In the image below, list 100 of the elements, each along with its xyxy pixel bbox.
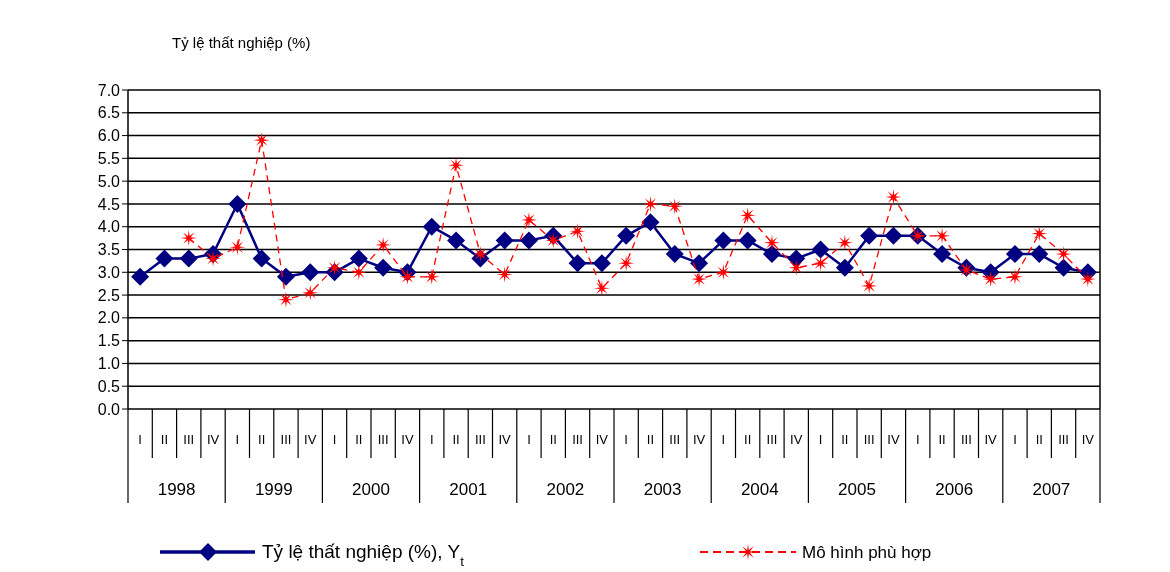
point — [666, 198, 683, 215]
x-tick-label: II — [744, 432, 752, 447]
point — [592, 254, 611, 273]
x-tick-label: I — [235, 432, 240, 447]
x-tick-label: III — [766, 432, 778, 447]
point — [447, 231, 466, 250]
x-tick-label: I — [527, 432, 531, 447]
point — [302, 284, 319, 301]
point — [422, 217, 441, 236]
x-tick-label: II — [355, 432, 363, 447]
x-tick-label: II — [646, 432, 655, 447]
x-tick-label: III — [863, 432, 875, 447]
y-tick-label: 0.5 — [97, 377, 121, 395]
point — [617, 226, 636, 245]
y-tick-label: 4.5 — [97, 195, 121, 213]
x-tick-label: IV — [304, 432, 317, 447]
x-tick-label: III — [474, 432, 486, 447]
x-tick-label: IV — [692, 432, 706, 447]
point — [545, 232, 562, 249]
point — [495, 231, 514, 250]
text: 2003 — [643, 480, 682, 499]
text: 2004 — [740, 480, 779, 499]
point — [860, 226, 879, 245]
x-tick-label: IV — [984, 432, 998, 447]
x-tick-label: IV — [1081, 432, 1095, 447]
point — [1005, 245, 1024, 264]
y-tick-label: 4.0 — [97, 218, 121, 236]
x-tick-label: III — [377, 432, 389, 447]
point — [1030, 245, 1049, 264]
y-tick-label: 1.5 — [97, 332, 121, 350]
x-tick-label: I — [818, 432, 823, 447]
x-tick-label: II — [258, 432, 266, 447]
text: 2002 — [546, 480, 585, 499]
point — [569, 223, 586, 240]
text: 2007 — [1032, 480, 1071, 499]
point — [738, 231, 757, 250]
point — [253, 132, 270, 149]
point — [1079, 271, 1096, 288]
point — [374, 258, 393, 277]
point — [618, 255, 635, 272]
point — [1054, 258, 1073, 277]
point — [933, 245, 952, 264]
point — [884, 226, 903, 245]
text: 2005 — [838, 480, 876, 499]
text: 1999 — [254, 480, 293, 499]
y-tick-label: 3.5 — [97, 241, 121, 259]
x-tick-label: III — [183, 432, 195, 447]
point — [811, 240, 830, 259]
point — [665, 245, 684, 264]
point — [228, 194, 247, 213]
point — [350, 264, 367, 281]
y-axis-title: Tỷ lệ thất nghiệp (%) — [172, 34, 311, 51]
x-tick-label: IV — [887, 432, 900, 447]
x-tick-label: IV — [206, 432, 220, 447]
point — [788, 259, 805, 276]
x-tick-label: II — [549, 432, 557, 447]
point — [496, 266, 513, 283]
point — [423, 268, 440, 285]
text: 2006 — [935, 480, 974, 499]
x-tick-label: III — [960, 432, 972, 447]
point — [520, 211, 537, 228]
x-tick-label: I — [721, 432, 726, 447]
x-tick-label: II — [938, 432, 946, 447]
point — [519, 231, 538, 250]
point — [982, 271, 999, 288]
point — [836, 234, 853, 251]
point — [641, 213, 660, 232]
y-tick-label: 5.0 — [97, 172, 121, 190]
point — [568, 254, 587, 273]
point — [179, 249, 198, 268]
x-tick-label: IV — [790, 432, 803, 447]
point — [715, 264, 732, 281]
y-tick-label: 6.0 — [97, 127, 121, 145]
x-tick-label: I — [1013, 432, 1017, 447]
x-tick-label: IV — [595, 432, 609, 447]
point — [739, 207, 756, 224]
legend-label: Tỷ lệ thất nghiệp (%), Y$_{t}$ — [262, 541, 465, 569]
point — [252, 249, 271, 268]
point — [714, 231, 733, 250]
y-tick-label: 7.0 — [97, 81, 121, 99]
text: 1998 — [157, 480, 196, 499]
x-tick-label: II — [452, 432, 460, 447]
x-tick-label: I — [138, 432, 142, 447]
point — [276, 267, 295, 286]
point — [301, 263, 320, 282]
y-tick-label: 5.5 — [97, 149, 121, 167]
legend-label: Mô hình phù hợp — [802, 543, 932, 562]
point — [593, 280, 610, 297]
x-tick-label: II — [1035, 432, 1043, 447]
point — [812, 255, 829, 272]
point — [762, 245, 781, 264]
x-tick-label: III — [572, 432, 583, 447]
x-tick-label: III — [1058, 432, 1069, 447]
y-tick-label: 3.0 — [97, 263, 121, 281]
point — [1031, 225, 1048, 242]
point — [349, 249, 368, 268]
text: 2000 — [352, 480, 390, 499]
x-tick-label: III — [669, 432, 681, 447]
y-tick-label: 2.0 — [97, 309, 121, 327]
y-tick-label: 2.5 — [97, 286, 121, 304]
